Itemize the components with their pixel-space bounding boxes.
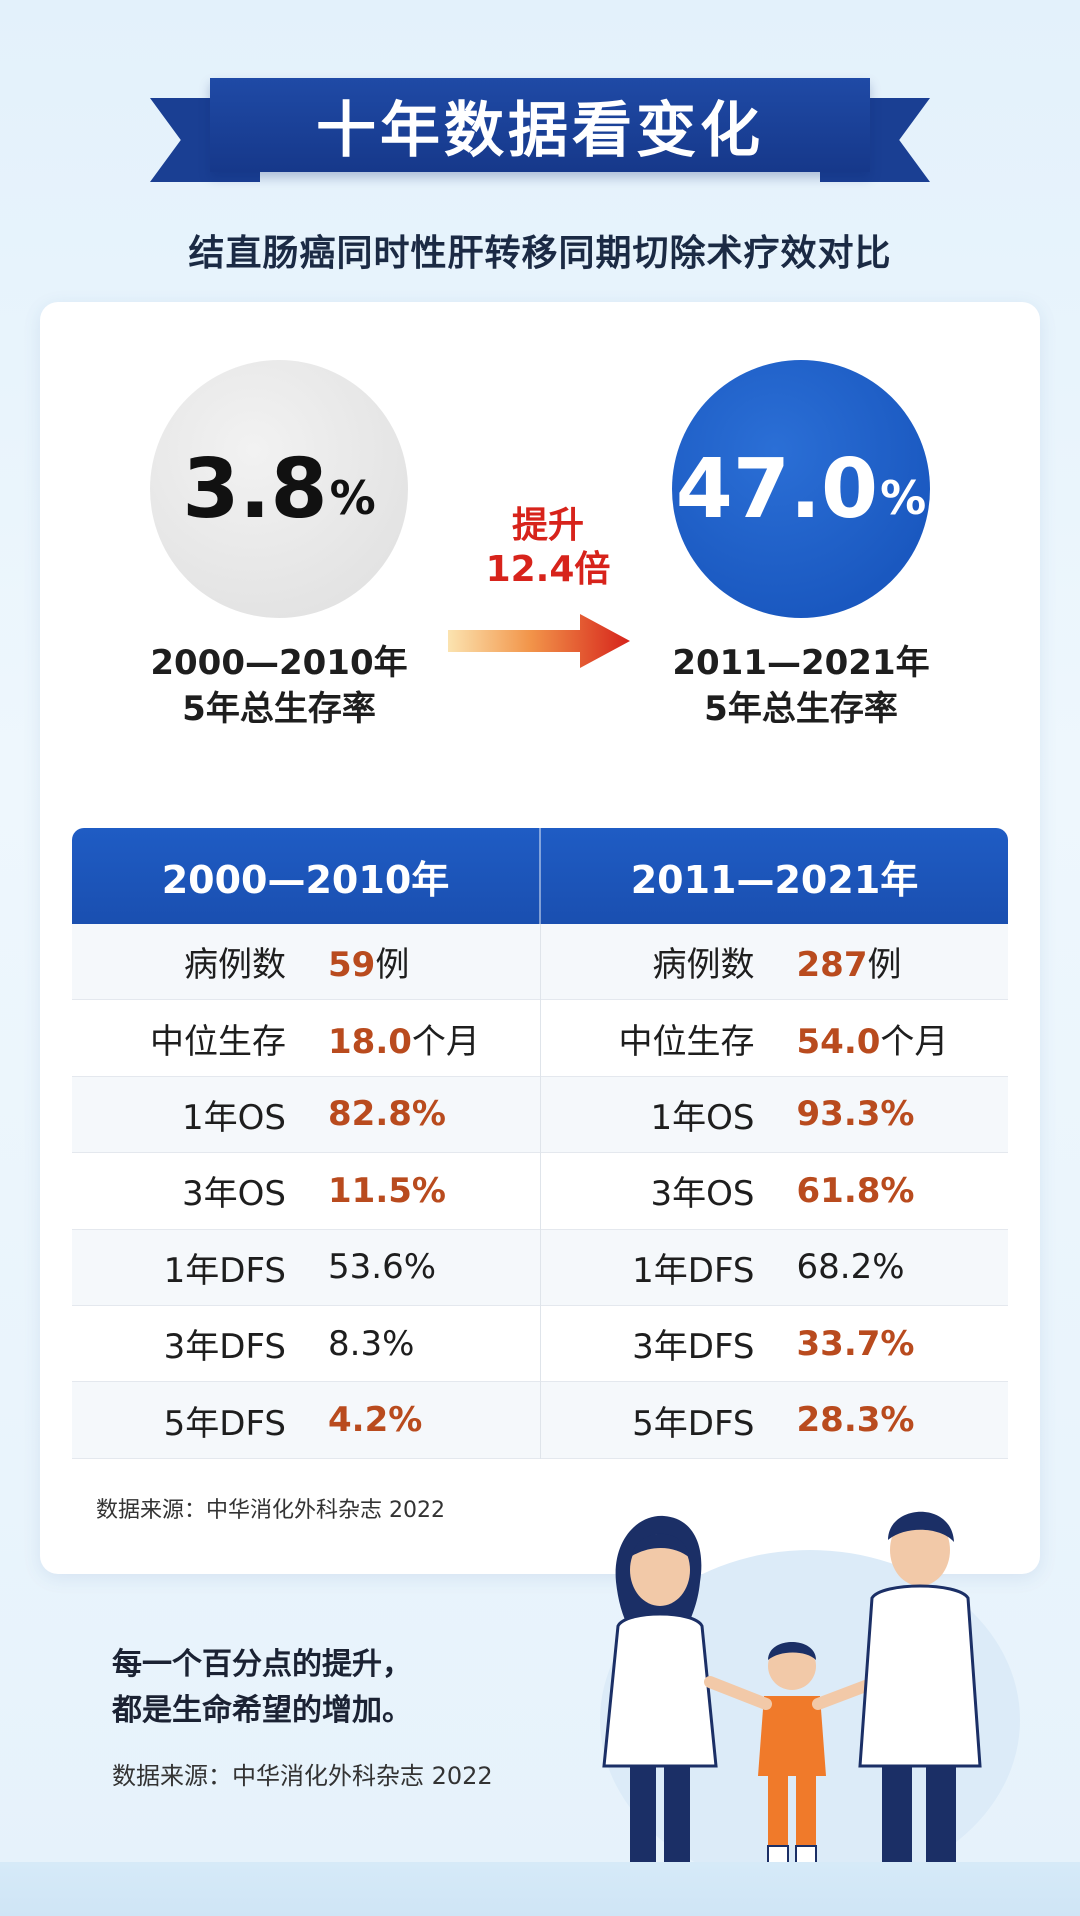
row-unit: 个月 <box>411 1021 480 1062</box>
before-rate-unit: % <box>329 471 376 525</box>
row-value: 287例 <box>797 937 902 986</box>
row-label: 中位生存 <box>150 1021 286 1062</box>
footer-source-note: 数据来源：中华消化外科杂志 2022 <box>112 1762 493 1790</box>
table-row: 1年DFS 53.6% <box>72 1229 540 1306</box>
row-label: 5年DFS <box>163 1403 286 1444</box>
table-row: 中位生存 54.0个月 <box>540 1000 1008 1077</box>
table-row: 3年DFS 33.7% <box>540 1305 1008 1383</box>
before-metric: 5年总生存率 <box>182 689 376 729</box>
banner-main: 十年数据看变化 <box>210 78 870 172</box>
row-label: 5年DFS <box>632 1403 755 1444</box>
row-number: 287 <box>796 945 868 986</box>
increase-arrow-icon <box>448 614 630 668</box>
column-header-before: 2000—2010年 <box>161 857 450 902</box>
row-label: 中位生存 <box>618 1021 755 1062</box>
table-row: 5年DFS 4.2% <box>72 1382 540 1459</box>
after-rate-unit: % <box>880 471 927 525</box>
before-caption: 2000—2010年 5年总生存率 <box>114 640 444 732</box>
row-value: 18.0个月 <box>328 1014 480 1063</box>
table-row: 1年OS 82.8% <box>72 1076 540 1154</box>
row-value: 59例 <box>328 937 409 986</box>
row-unit: 个月 <box>880 1021 949 1062</box>
after-rate-value: 47.0 <box>675 441 879 537</box>
row-label: 3年DFS <box>163 1327 286 1368</box>
row-unit: 例 <box>867 945 902 986</box>
row-label: 3年OS <box>182 1174 286 1215</box>
row-value: 33.7% <box>797 1324 915 1364</box>
table-row: 3年DFS 8.3% <box>72 1305 540 1383</box>
row-number: 61.8% <box>796 1170 915 1211</box>
table-row: 3年OS 11.5% <box>72 1153 540 1230</box>
title-banner: 十年数据看变化 <box>150 78 930 182</box>
row-number: 93.3% <box>796 1094 915 1135</box>
card-source-note: 数据来源：中华消化外科杂志 2022 <box>96 1498 445 1523</box>
slogan: 每一个百分点的提升， 都是生命希望的增加。 <box>112 1642 412 1734</box>
increase-callout: 提升 12.4倍 <box>448 504 648 592</box>
bottom-strip <box>0 1862 1080 1916</box>
column-after: 病例数 287例 中位生存 54.0个月 1年OS 93.3% 3年OS 61.8% 1… <box>539 924 1008 1459</box>
row-label: 3年DFS <box>632 1327 755 1368</box>
row-number: 11.5% <box>328 1170 446 1211</box>
page-subtitle: 结直肠癌同时性肝转移同期切除术疗效对比 <box>188 233 892 274</box>
before-rate-circle: 3.8% <box>150 360 408 618</box>
increase-value: 12.4倍 <box>485 549 611 590</box>
row-label: 1年OS <box>182 1097 286 1138</box>
slogan-line-1: 每一个百分点的提升， <box>112 1647 412 1682</box>
comparison-card: 3.8% 2000—2010年 5年总生存率 提升 12.4倍 47.0% 20… <box>40 302 1040 1574</box>
row-value: 68.2% <box>797 1247 905 1287</box>
table-row: 1年DFS 68.2% <box>540 1229 1008 1306</box>
table-header: 2000—2010年 2011—2021年 <box>72 828 1008 924</box>
page-title: 十年数据看变化 <box>316 95 764 166</box>
row-label: 1年DFS <box>163 1250 286 1291</box>
row-value: 28.3% <box>797 1400 915 1440</box>
row-number: 18.0 <box>328 1021 412 1062</box>
column-before: 病例数 59例 中位生存 18.0个月 1年OS 82.8% 3年OS 11.5% 1年… <box>72 924 540 1459</box>
table-row: 3年OS 61.8% <box>540 1153 1008 1230</box>
row-number: 68.2% <box>796 1247 905 1288</box>
row-value: 8.3% <box>328 1324 414 1364</box>
table-row: 中位生存 18.0个月 <box>72 1000 540 1077</box>
after-rate-circle: 47.0% <box>672 360 930 618</box>
doctor-family-illustration <box>600 1511 1020 1890</box>
row-number: 82.8% <box>328 1094 446 1135</box>
row-number: 28.3% <box>796 1400 915 1441</box>
row-value: 61.8% <box>797 1171 915 1211</box>
row-number: 33.7% <box>796 1323 915 1364</box>
row-value: 93.3% <box>797 1094 915 1134</box>
table-row: 1年OS 93.3% <box>540 1076 1008 1154</box>
table-row: 病例数 287例 <box>540 924 1008 1001</box>
before-rate-value: 3.8 <box>182 441 328 537</box>
table-row: 5年DFS 28.3% <box>540 1382 1008 1459</box>
table-row: 病例数 59例 <box>72 924 540 1001</box>
row-label: 病例数 <box>652 945 755 986</box>
row-value: 11.5% <box>328 1171 446 1211</box>
row-label: 1年DFS <box>632 1250 755 1291</box>
row-number: 4.2% <box>328 1400 423 1441</box>
row-label: 病例数 <box>184 945 286 986</box>
row-value: 53.6% <box>328 1247 436 1287</box>
column-header-after: 2011—2021年 <box>539 828 1008 924</box>
row-label: 1年OS <box>650 1097 755 1138</box>
row-number: 59 <box>328 945 376 986</box>
row-number: 8.3% <box>328 1323 415 1364</box>
row-number: 54.0 <box>796 1021 881 1062</box>
after-caption: 2011—2021年 5年总生存率 <box>636 640 966 732</box>
table-body: 病例数 59例 中位生存 18.0个月 1年OS 82.8% 3年OS 11.5% 1年… <box>72 924 1008 1459</box>
after-period: 2011—2021年 <box>672 643 930 683</box>
comparison-table: 2000—2010年 2011—2021年 病例数 59例 中位生存 18.0个月 … <box>72 828 1008 1459</box>
row-value: 54.0个月 <box>797 1014 949 1063</box>
row-number: 53.6% <box>328 1247 437 1288</box>
slogan-line-2: 都是生命希望的增加。 <box>112 1693 412 1728</box>
row-value: 82.8% <box>328 1094 446 1134</box>
after-metric: 5年总生存率 <box>704 689 898 729</box>
row-value: 4.2% <box>328 1400 422 1440</box>
before-period: 2000—2010年 <box>150 643 408 683</box>
row-unit: 例 <box>375 945 410 986</box>
row-label: 3年OS <box>650 1174 755 1215</box>
increase-label: 提升 <box>511 505 584 546</box>
